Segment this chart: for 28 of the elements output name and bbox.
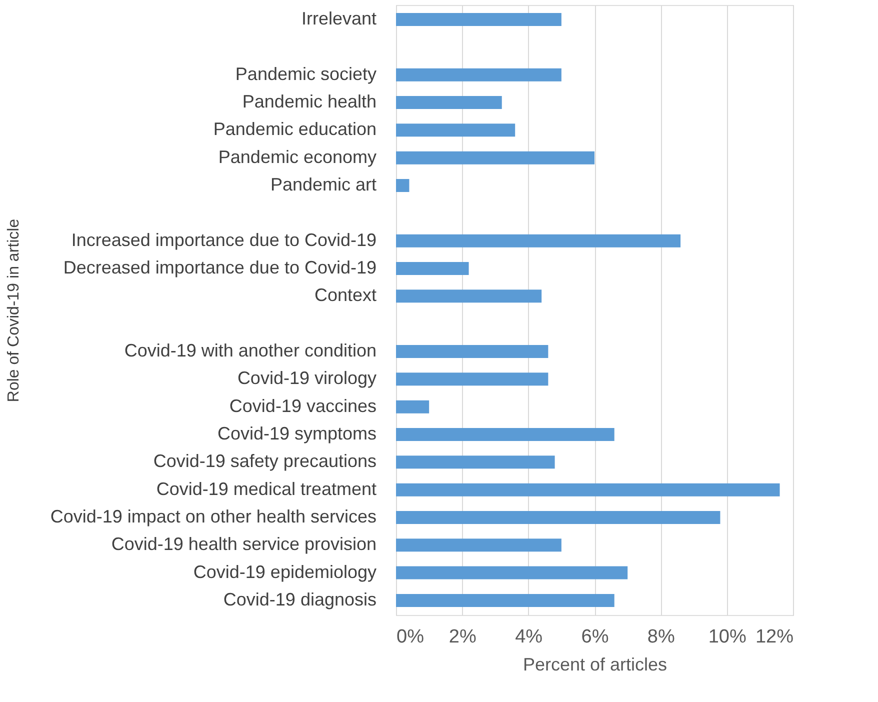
x-tick-label: 4% (515, 626, 543, 648)
y-tick-label: Irrelevant (301, 8, 376, 29)
x-tick-label: 10% (708, 626, 746, 648)
y-tick-label: Covid-19 virology (237, 368, 376, 388)
y-tick-label: Covid-19 health service provision (111, 534, 376, 554)
y-axis-title: Role of Covid-19 in article (6, 218, 22, 402)
x-tick-label: 12% (755, 626, 794, 648)
y-tick-label: Pandemic health (242, 92, 376, 112)
x-tick-label: 8% (647, 626, 675, 648)
y-tick-label: Decreased importance due to Covid-19 (63, 258, 376, 278)
y-tick-label: Covid-19 symptoms (217, 423, 376, 444)
x-tick-label: 6% (581, 626, 609, 648)
y-tick-label: Covid-19 impact on other health services (50, 506, 376, 526)
y-tick-label: Covid-19 with another condition (124, 340, 376, 360)
y-tick-label: Pandemic education (213, 119, 376, 140)
y-tick-label: Pandemic economy (218, 146, 376, 167)
y-tick-label: Covid-19 diagnosis (223, 589, 376, 610)
y-tick-label: Covid-19 epidemiology (193, 562, 376, 582)
x-axis-title: Percent of articles (522, 654, 668, 674)
y-tick-label: Context (314, 285, 376, 306)
y-tick-label: Pandemic society (235, 64, 376, 84)
y-tick-label: Pandemic art (270, 174, 376, 195)
x-tick-label: 0% (396, 626, 424, 648)
x-tick-label: 2% (448, 626, 476, 648)
y-tick-label: Covid-19 safety precautions (153, 451, 376, 472)
y-tick-label: Covid-19 vaccines (229, 396, 376, 416)
y-tick-label: Covid-19 medical treatment (156, 478, 376, 499)
y-tick-label: Increased importance due to Covid-19 (71, 230, 376, 250)
